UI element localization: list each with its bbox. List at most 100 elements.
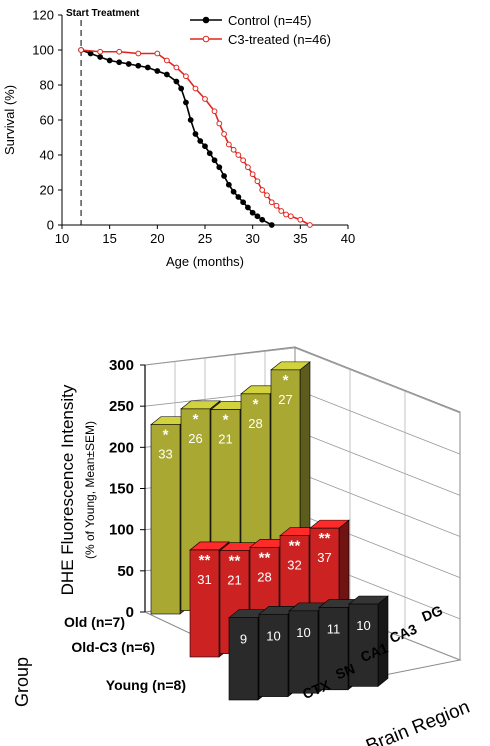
start-treatment-label: Start Treatment [66,8,140,19]
survival-point [187,117,194,123]
survival-point [211,108,218,115]
survival-point [283,211,289,218]
bar-significance-marker: ** [229,553,241,570]
back-wall-gridline [144,347,296,366]
side-wall-gridline [294,471,461,537]
legend-control-marker [202,16,210,24]
survival-y-tick-label: 0 [47,218,54,233]
survival-point [259,216,266,223]
survival-point [197,138,204,144]
legend-control-label: Control (n=45) [228,13,311,28]
survival-point [178,85,185,92]
survival-point [225,181,232,188]
survival-y-tick-label: 40 [40,148,54,163]
bar-z-sublabel: (% of Young, Mean±SEM) [83,421,97,559]
survival-x-label: Age (months) [166,254,244,269]
legend-c3-marker [202,35,210,43]
bar-value-label: 10 [296,625,310,640]
survival-point [97,54,104,60]
bar-significance-marker: ** [289,538,301,555]
survival-point [173,78,180,85]
bar-z-tick-label: 50 [117,563,134,580]
bar-2-4: 10 [348,595,389,688]
bar-significance-marker: * [223,412,229,429]
bar-value-label: 21 [227,573,241,588]
survival-point [144,64,151,71]
survival-point [116,59,123,66]
survival-point [249,209,256,216]
bar-front-face [288,610,319,694]
survival-point [230,146,237,153]
survival-point [235,152,242,158]
survival-point [225,141,232,148]
bar-value-label: 31 [197,572,211,587]
survival-y-label: Survival (%) [2,85,17,155]
survival-x-tick-label: 30 [245,231,259,246]
survival-x-tick-label: 25 [198,231,212,246]
bar-front-face [318,607,349,691]
survival-point [106,57,113,64]
bar-group-label-0: Old (n=7) [64,614,125,630]
survival-point [278,208,285,214]
survival-point [154,50,161,57]
survival-legend: Control (n=45) C3-treated (n=46) [190,13,331,47]
survival-point [78,47,84,53]
survival-y-tick-label: 80 [40,78,54,93]
survival-series-line-0 [80,49,273,226]
survival-point [306,222,313,228]
bar-z-tick-label: 200 [109,439,134,456]
legend-c3-label: C3-treated (n=46) [228,32,331,47]
survival-x-tick-label: 40 [341,231,355,246]
bar-value-label: 11 [327,621,341,636]
bar-value-label: 27 [278,392,292,407]
bar-z-tick-label: 300 [109,357,134,374]
survival-point [206,150,213,157]
survival-y-tick-label: 20 [40,183,54,198]
bar-front-face [150,424,181,615]
survival-point [268,199,275,206]
bar-value-label: 28 [248,416,262,431]
survival-point [245,164,251,171]
bar-significance-marker: * [193,411,199,428]
survival-point [183,99,189,106]
survival-point [240,157,247,164]
survival-point [240,199,247,206]
survival-chart: 10 15 20 25 30 35 40 0 20 40 60 80 100 120 Start Tre… [2,8,355,270]
bar-significance-marker: * [163,427,169,444]
survival-point [216,120,223,127]
bar-value-label: 37 [317,550,331,565]
survival-point [163,57,170,64]
bar-z-tick-label: 250 [109,398,134,415]
survival-point [125,61,132,67]
survival-point [97,48,104,55]
bar-group-axis-label: Group [12,657,32,707]
survival-point [273,202,280,209]
bar-category-label-sn: SN [333,660,357,682]
bar-group-label-1: Old-C3 (n=6) [71,639,155,655]
survival-point [173,64,180,71]
bar-value-label: 21 [218,432,232,447]
survival-point [235,194,242,200]
bar-significance-marker: ** [259,549,271,566]
bar-front-face [258,613,289,697]
bar-front-face [189,549,220,658]
survival-x-tick-label: 15 [102,231,116,246]
bar-significance-marker: * [283,372,289,389]
bar-region-axis-label: Brain Region [363,697,473,746]
side-wall-gridline [294,429,461,496]
survival-point [245,204,251,211]
bar-z-label: DHE Fluorescence Intensity [58,384,77,595]
survival-point [221,131,227,137]
bar-value-label: 9 [240,632,247,647]
survival-point [264,192,270,199]
bar-value-label: 10 [266,628,280,643]
bar-significance-marker: * [253,396,259,413]
survival-point [135,50,142,57]
survival-y-tick-label: 100 [32,43,54,58]
survival-point [254,213,261,220]
bar-value-label: 33 [158,447,172,462]
survival-point [135,62,142,69]
side-wall-gridline [294,388,461,455]
